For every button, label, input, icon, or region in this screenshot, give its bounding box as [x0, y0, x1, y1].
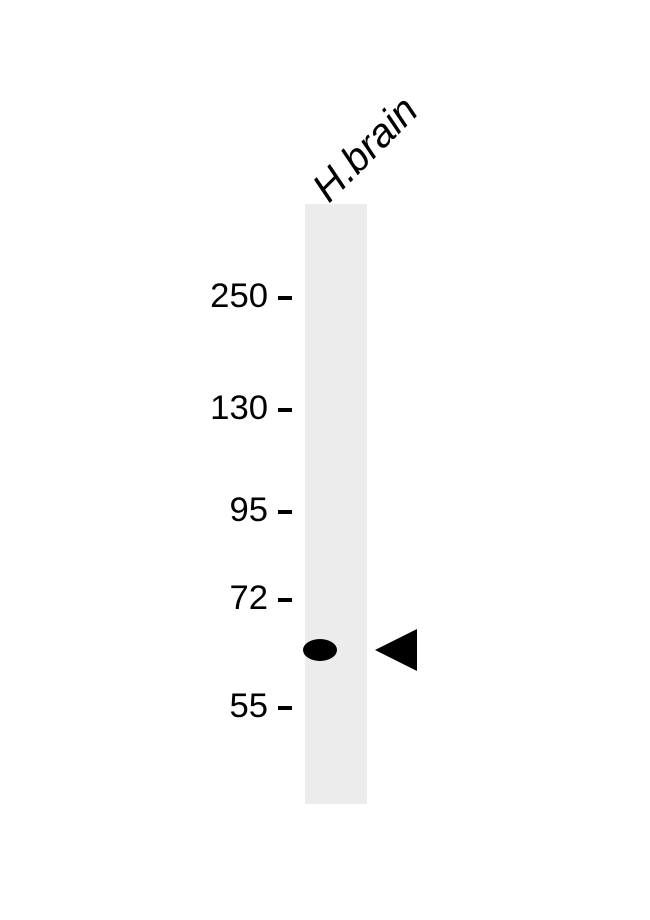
protein-band	[303, 639, 337, 661]
marker-label-95: 95	[229, 491, 268, 530]
blot-lane	[305, 204, 367, 804]
marker-tick-55	[278, 706, 292, 710]
western-blot-figure: H.brain 250 130 95 72 55	[0, 0, 650, 920]
marker-tick-95	[278, 510, 292, 514]
marker-tick-130	[278, 408, 292, 412]
lane-label: H.brain	[304, 88, 427, 211]
marker-label-55: 55	[229, 687, 268, 726]
marker-label-72: 72	[229, 579, 268, 618]
marker-label-250: 250	[210, 277, 268, 316]
marker-label-130: 130	[210, 389, 268, 428]
band-indicator-arrow-icon	[375, 629, 417, 671]
marker-tick-72	[278, 598, 292, 602]
marker-tick-250	[278, 296, 292, 300]
